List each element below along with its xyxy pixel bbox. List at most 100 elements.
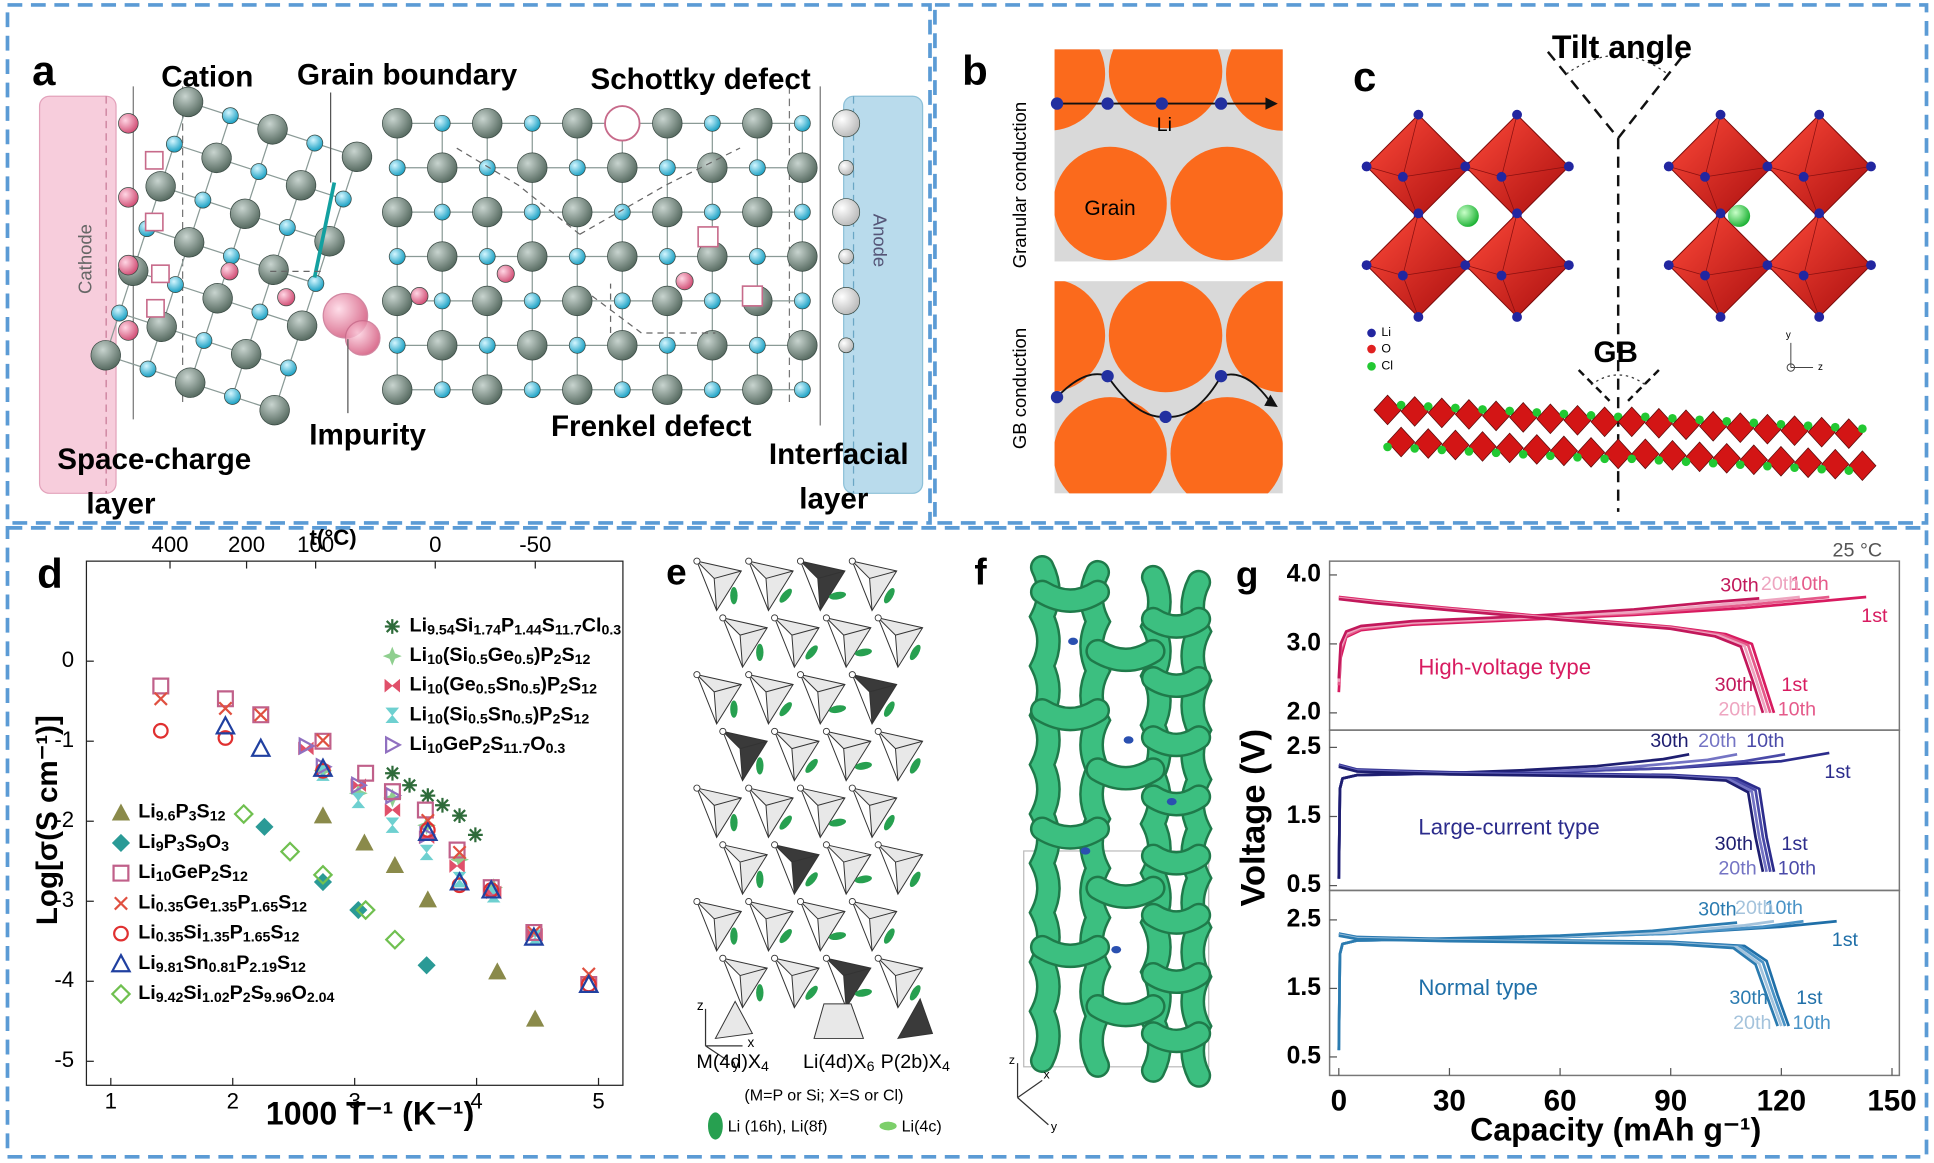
subscript: 0.5 — [468, 711, 488, 727]
series-label: 10th — [1746, 730, 1784, 752]
atom — [145, 171, 176, 202]
octahedron — [1563, 404, 1592, 436]
atom — [165, 135, 183, 153]
octahedron — [1807, 416, 1836, 448]
grain — [1054, 49, 1106, 131]
atom — [285, 170, 317, 201]
x-tick-label: 1 — [105, 1088, 117, 1113]
subscript: 2 — [552, 711, 560, 727]
tetrahedron — [851, 673, 898, 726]
text-run: (Si — [443, 704, 468, 726]
o-atom — [1460, 260, 1471, 271]
subscript: 9 — [198, 839, 206, 855]
atom — [433, 292, 451, 310]
li-site — [779, 702, 792, 717]
li-site — [854, 875, 872, 884]
channel — [1143, 1023, 1209, 1051]
li-site — [805, 645, 818, 660]
subscript: 9.96 — [264, 990, 292, 1006]
atom — [517, 330, 548, 361]
text-run: S — [490, 733, 503, 755]
atom — [517, 241, 548, 272]
grain — [1108, 49, 1223, 129]
li-site — [779, 929, 792, 944]
polyhedron-icon — [714, 1000, 754, 1040]
text-run: Li — [410, 644, 428, 666]
channel — [1143, 964, 1209, 992]
atom — [90, 340, 121, 371]
voltage-curve — [1338, 765, 1765, 873]
legend-marker — [384, 619, 400, 634]
tetrahedron — [747, 560, 794, 612]
text-run: Sn — [495, 674, 520, 696]
li-site — [828, 932, 847, 941]
o-atom — [1798, 270, 1809, 281]
tetrahedron — [722, 957, 768, 1009]
legend-dot — [1367, 361, 1376, 371]
li-site — [756, 643, 764, 662]
plot-frame — [1328, 889, 1901, 1077]
label: P(2b)X4 — [881, 1051, 950, 1074]
subscript: 0.5 — [476, 681, 496, 697]
cl-atom — [1451, 403, 1460, 413]
vertex — [848, 557, 856, 565]
text-run: Li — [410, 704, 428, 726]
axis-letter: z — [697, 998, 704, 1013]
atom — [658, 159, 676, 177]
atom — [202, 283, 233, 314]
vertex — [719, 727, 727, 735]
x-tick-label: 60 — [1544, 1084, 1577, 1117]
vacancy — [144, 150, 164, 170]
grain — [1170, 397, 1283, 494]
legend-marker — [110, 952, 132, 973]
atom — [224, 388, 241, 405]
voltage-curve — [1337, 595, 1867, 693]
y-tick-label: -1 — [54, 727, 74, 752]
subscript: 9 — [156, 839, 164, 855]
data-point — [525, 923, 543, 941]
o-atom — [1413, 312, 1424, 322]
vertex — [874, 727, 882, 735]
octahedron — [1617, 406, 1646, 438]
cl-atom — [1491, 448, 1501, 458]
atom — [118, 254, 139, 276]
octahedron — [1387, 426, 1416, 458]
axis-glyph — [1016, 1063, 1049, 1126]
cl-atom — [1830, 422, 1840, 432]
li-site — [883, 814, 895, 831]
series-label: 30th — [1720, 574, 1758, 596]
atom — [703, 381, 721, 399]
o-atom — [1361, 161, 1372, 172]
atom — [748, 248, 766, 265]
tetrahedron — [851, 560, 898, 612]
vertex — [796, 557, 805, 565]
subscript: 2.19 — [249, 959, 277, 975]
subscript: 1.65 — [243, 929, 271, 945]
vacancy — [144, 212, 164, 232]
panel-label: c — [1353, 53, 1376, 100]
subscript: 10 — [427, 741, 443, 757]
data-point — [384, 803, 401, 817]
atom — [251, 303, 269, 321]
subscript: 0.5 — [514, 652, 534, 668]
vertex — [719, 614, 727, 622]
label: Cathode — [74, 224, 95, 294]
x-tick-label: 5 — [592, 1088, 604, 1113]
text-run: S — [542, 615, 555, 637]
grain — [1170, 146, 1283, 261]
legend-label: O — [1381, 341, 1391, 355]
channel — [1032, 818, 1108, 848]
channel — [1143, 905, 1209, 933]
voltage-curve — [1338, 934, 1779, 1027]
cl-atom — [1478, 405, 1487, 414]
data-point — [480, 879, 502, 899]
legend-marker — [111, 803, 131, 821]
legend-label: Li10GeP2S12 — [138, 861, 248, 884]
octahedron — [1780, 415, 1809, 447]
label: Schottky defect — [590, 63, 810, 96]
channel — [1032, 700, 1108, 729]
text-run: Li(4d)X — [803, 1051, 867, 1073]
li-site — [909, 758, 921, 774]
tetrahedron — [696, 673, 743, 726]
